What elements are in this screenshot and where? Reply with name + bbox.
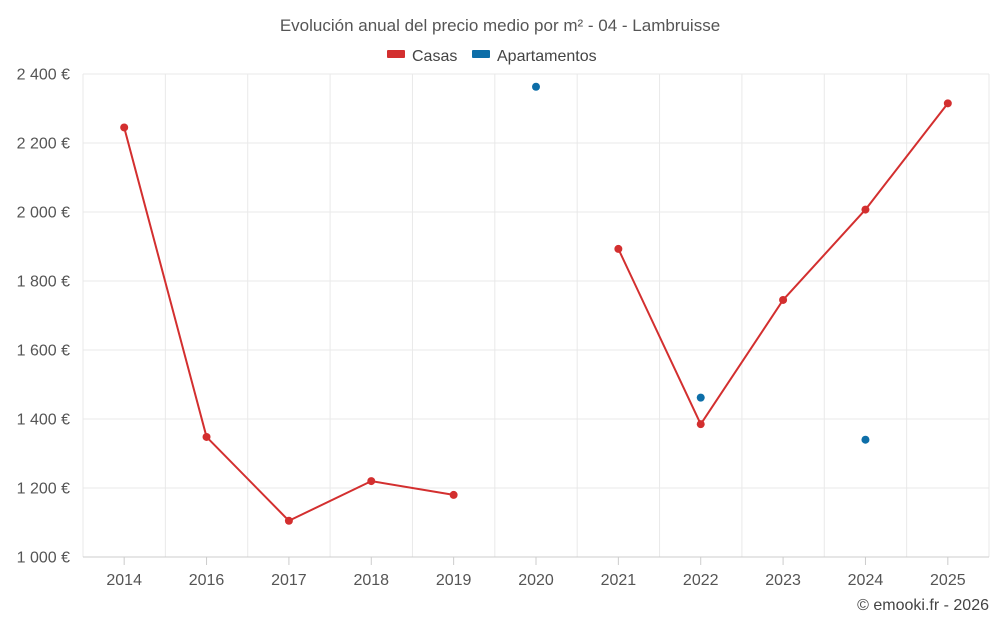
x-tick-label: 2017 — [271, 572, 307, 589]
y-tick-label: 1 800 € — [17, 274, 70, 291]
x-tick-label: 2020 — [518, 572, 554, 589]
data-point-casas[interactable] — [861, 205, 870, 214]
data-point-apartamentos[interactable] — [532, 82, 540, 91]
gridlines — [82, 73, 990, 557]
legend-item-apartamentos[interactable]: Apartamentos — [472, 48, 597, 65]
data-point-casas[interactable] — [696, 420, 705, 429]
data-point-casas[interactable] — [449, 490, 458, 499]
series-line-casas — [123, 127, 454, 522]
x-tick-label: 2016 — [189, 572, 225, 589]
x-axis: 2014 2016 2017 2018 2019 2020 2021 2022 2023 2024… — [83, 556, 989, 589]
legend: Casas Apartamentos — [387, 48, 597, 65]
x-tick-label: 2021 — [601, 572, 637, 589]
legend-label-casas: Casas — [412, 48, 457, 65]
x-tick-label: 2018 — [353, 572, 389, 589]
legend-item-casas[interactable]: Casas — [387, 48, 457, 65]
y-axis: 1 000 € 1 200 € 1 400 € 1 600 € 1 800 € 2 000… — [17, 67, 70, 567]
credit: © emooki.fr - 2026 — [857, 597, 989, 614]
chart-title: Evolución anual del precio medio por m² … — [280, 16, 720, 35]
data-point-casas[interactable] — [202, 432, 211, 441]
x-tick-label: 2025 — [930, 572, 966, 589]
data-point-casas[interactable] — [120, 123, 129, 132]
y-tick-label: 2 200 € — [17, 136, 70, 153]
data-point-casas[interactable] — [779, 295, 788, 304]
x-tick-label: 2023 — [765, 572, 801, 589]
data-point-casas[interactable] — [943, 99, 952, 108]
y-tick-label: 1 400 € — [17, 412, 70, 429]
series-line-casas — [617, 102, 949, 426]
data-point-casas[interactable] — [367, 477, 376, 486]
y-tick-label: 1 000 € — [17, 550, 70, 567]
series-layer — [120, 82, 952, 525]
series-apartamentos — [532, 82, 870, 444]
data-point-apartamentos[interactable] — [861, 435, 870, 444]
data-point-casas[interactable] — [284, 516, 293, 525]
y-tick-label: 2 400 € — [17, 67, 70, 84]
x-tick-label: 2024 — [848, 572, 884, 589]
legend-label-apartamentos: Apartamentos — [497, 48, 597, 65]
data-point-apartamentos[interactable] — [696, 393, 705, 402]
legend-swatch-apartamentos — [472, 50, 490, 58]
y-tick-label: 1 200 € — [17, 481, 70, 498]
x-tick-label: 2019 — [436, 572, 472, 589]
x-tick-label: 2014 — [106, 572, 142, 589]
y-tick-label: 2 000 € — [17, 205, 70, 222]
series-casas — [120, 99, 952, 525]
data-point-casas[interactable] — [614, 244, 623, 253]
y-tick-label: 1 600 € — [17, 343, 70, 360]
legend-swatch-casas — [387, 50, 405, 58]
x-tick-label: 2022 — [683, 572, 719, 589]
